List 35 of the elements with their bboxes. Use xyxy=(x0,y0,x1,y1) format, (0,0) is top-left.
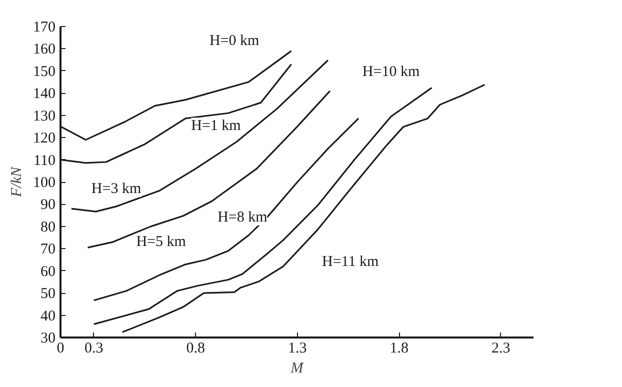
line-series xyxy=(93,87,433,325)
series-label: H=8 km xyxy=(218,210,268,226)
y-axis-title: F/kN xyxy=(9,166,25,198)
line-series xyxy=(86,90,331,248)
y-tick-label: 100 xyxy=(33,175,56,191)
y-tick-label: 60 xyxy=(40,264,56,280)
y-tick-label: 30 xyxy=(40,330,56,346)
series-label: H=11 km xyxy=(322,254,379,270)
y-tick-label: 70 xyxy=(40,242,56,258)
x-axis-title: M xyxy=(290,360,305,376)
x-tick-label: 2.3 xyxy=(492,340,510,356)
series-label: H=3 km xyxy=(91,181,142,198)
y-tick-label: 40 xyxy=(40,308,56,324)
y-tick-label: 90 xyxy=(40,197,56,214)
y-tick-label: 170 xyxy=(33,20,56,36)
series-label: H=5 km xyxy=(136,234,186,250)
line-series xyxy=(93,118,360,302)
line-series xyxy=(70,59,329,212)
y-tick-label: 130 xyxy=(33,108,56,124)
y-tick-label: 50 xyxy=(40,286,56,302)
series-label: H=0 km xyxy=(209,32,260,49)
series-label: H=10 km xyxy=(362,64,420,80)
x-tick-label: 1.8 xyxy=(390,340,409,356)
y-tick-label: 140 xyxy=(33,86,56,102)
series-label: H=1 km xyxy=(191,118,242,134)
x-tick-label: 0.8 xyxy=(186,340,206,356)
line-series xyxy=(122,84,486,333)
y-tick-label: 120 xyxy=(33,130,56,147)
y-tick-label: 110 xyxy=(34,152,56,169)
y-tick-label: 160 xyxy=(33,42,56,58)
x-tick-label: 0 xyxy=(56,340,64,356)
x-tick-label: 0.3 xyxy=(84,340,104,356)
y-tick-label: 80 xyxy=(40,219,56,236)
x-tick-label: 1.3 xyxy=(288,340,307,356)
y-tick-label: 150 xyxy=(33,64,56,80)
